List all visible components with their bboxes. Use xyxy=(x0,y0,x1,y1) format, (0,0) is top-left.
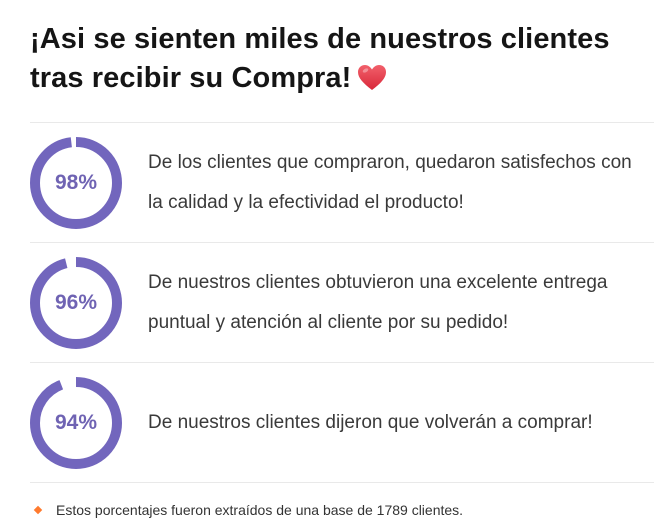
footnote: Estos porcentajes fueron extraídos de un… xyxy=(33,502,654,518)
stat-row: 96% De nuestros clientes obtuvieron una … xyxy=(30,243,654,363)
percent-label: 96% xyxy=(54,290,98,314)
satisfaction-section: ¡Asi se sienten miles de nuestros client… xyxy=(30,20,654,518)
stat-description: De nuestros clientes obtuvieron una exce… xyxy=(148,271,608,333)
stat-description: De los clientes que compraron, quedaron … xyxy=(148,151,632,213)
footnote-text: Estos porcentajes fueron extraídos de un… xyxy=(56,502,464,518)
diamond-bullet-icon xyxy=(33,505,43,515)
stat-row: 94% De nuestros clientes dijeron que vol… xyxy=(30,363,654,483)
progress-ring: 98% xyxy=(30,136,122,229)
percent-label: 98% xyxy=(54,170,98,194)
stat-row: 98% De los clientes que compraron, queda… xyxy=(30,123,654,243)
stats-list: 98% De los clientes que compraron, queda… xyxy=(30,122,654,483)
progress-ring: 94% xyxy=(30,376,122,469)
progress-ring-graphic xyxy=(30,376,122,469)
progress-ring-graphic xyxy=(30,136,122,229)
stat-description: De nuestros clientes dijeron que volverá… xyxy=(148,411,593,433)
section-heading: ¡Asi se sienten miles de nuestros client… xyxy=(30,20,654,102)
progress-ring-graphic xyxy=(30,256,122,349)
percent-label: 94% xyxy=(54,410,98,434)
heading-line-1: ¡Asi se sienten miles de nuestros client… xyxy=(30,23,610,55)
heading-line-2: tras recibir su Compra! xyxy=(30,62,352,94)
progress-ring: 96% xyxy=(30,256,122,349)
heart-icon xyxy=(357,63,387,102)
